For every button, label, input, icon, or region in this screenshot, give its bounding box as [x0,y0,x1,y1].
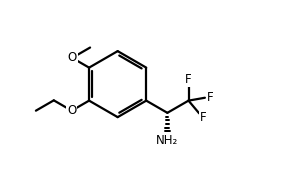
Text: NH₂: NH₂ [156,134,179,147]
Text: O: O [67,104,76,117]
Text: F: F [200,111,207,124]
Text: O: O [67,51,77,64]
Text: F: F [207,91,213,104]
Text: F: F [185,73,192,86]
